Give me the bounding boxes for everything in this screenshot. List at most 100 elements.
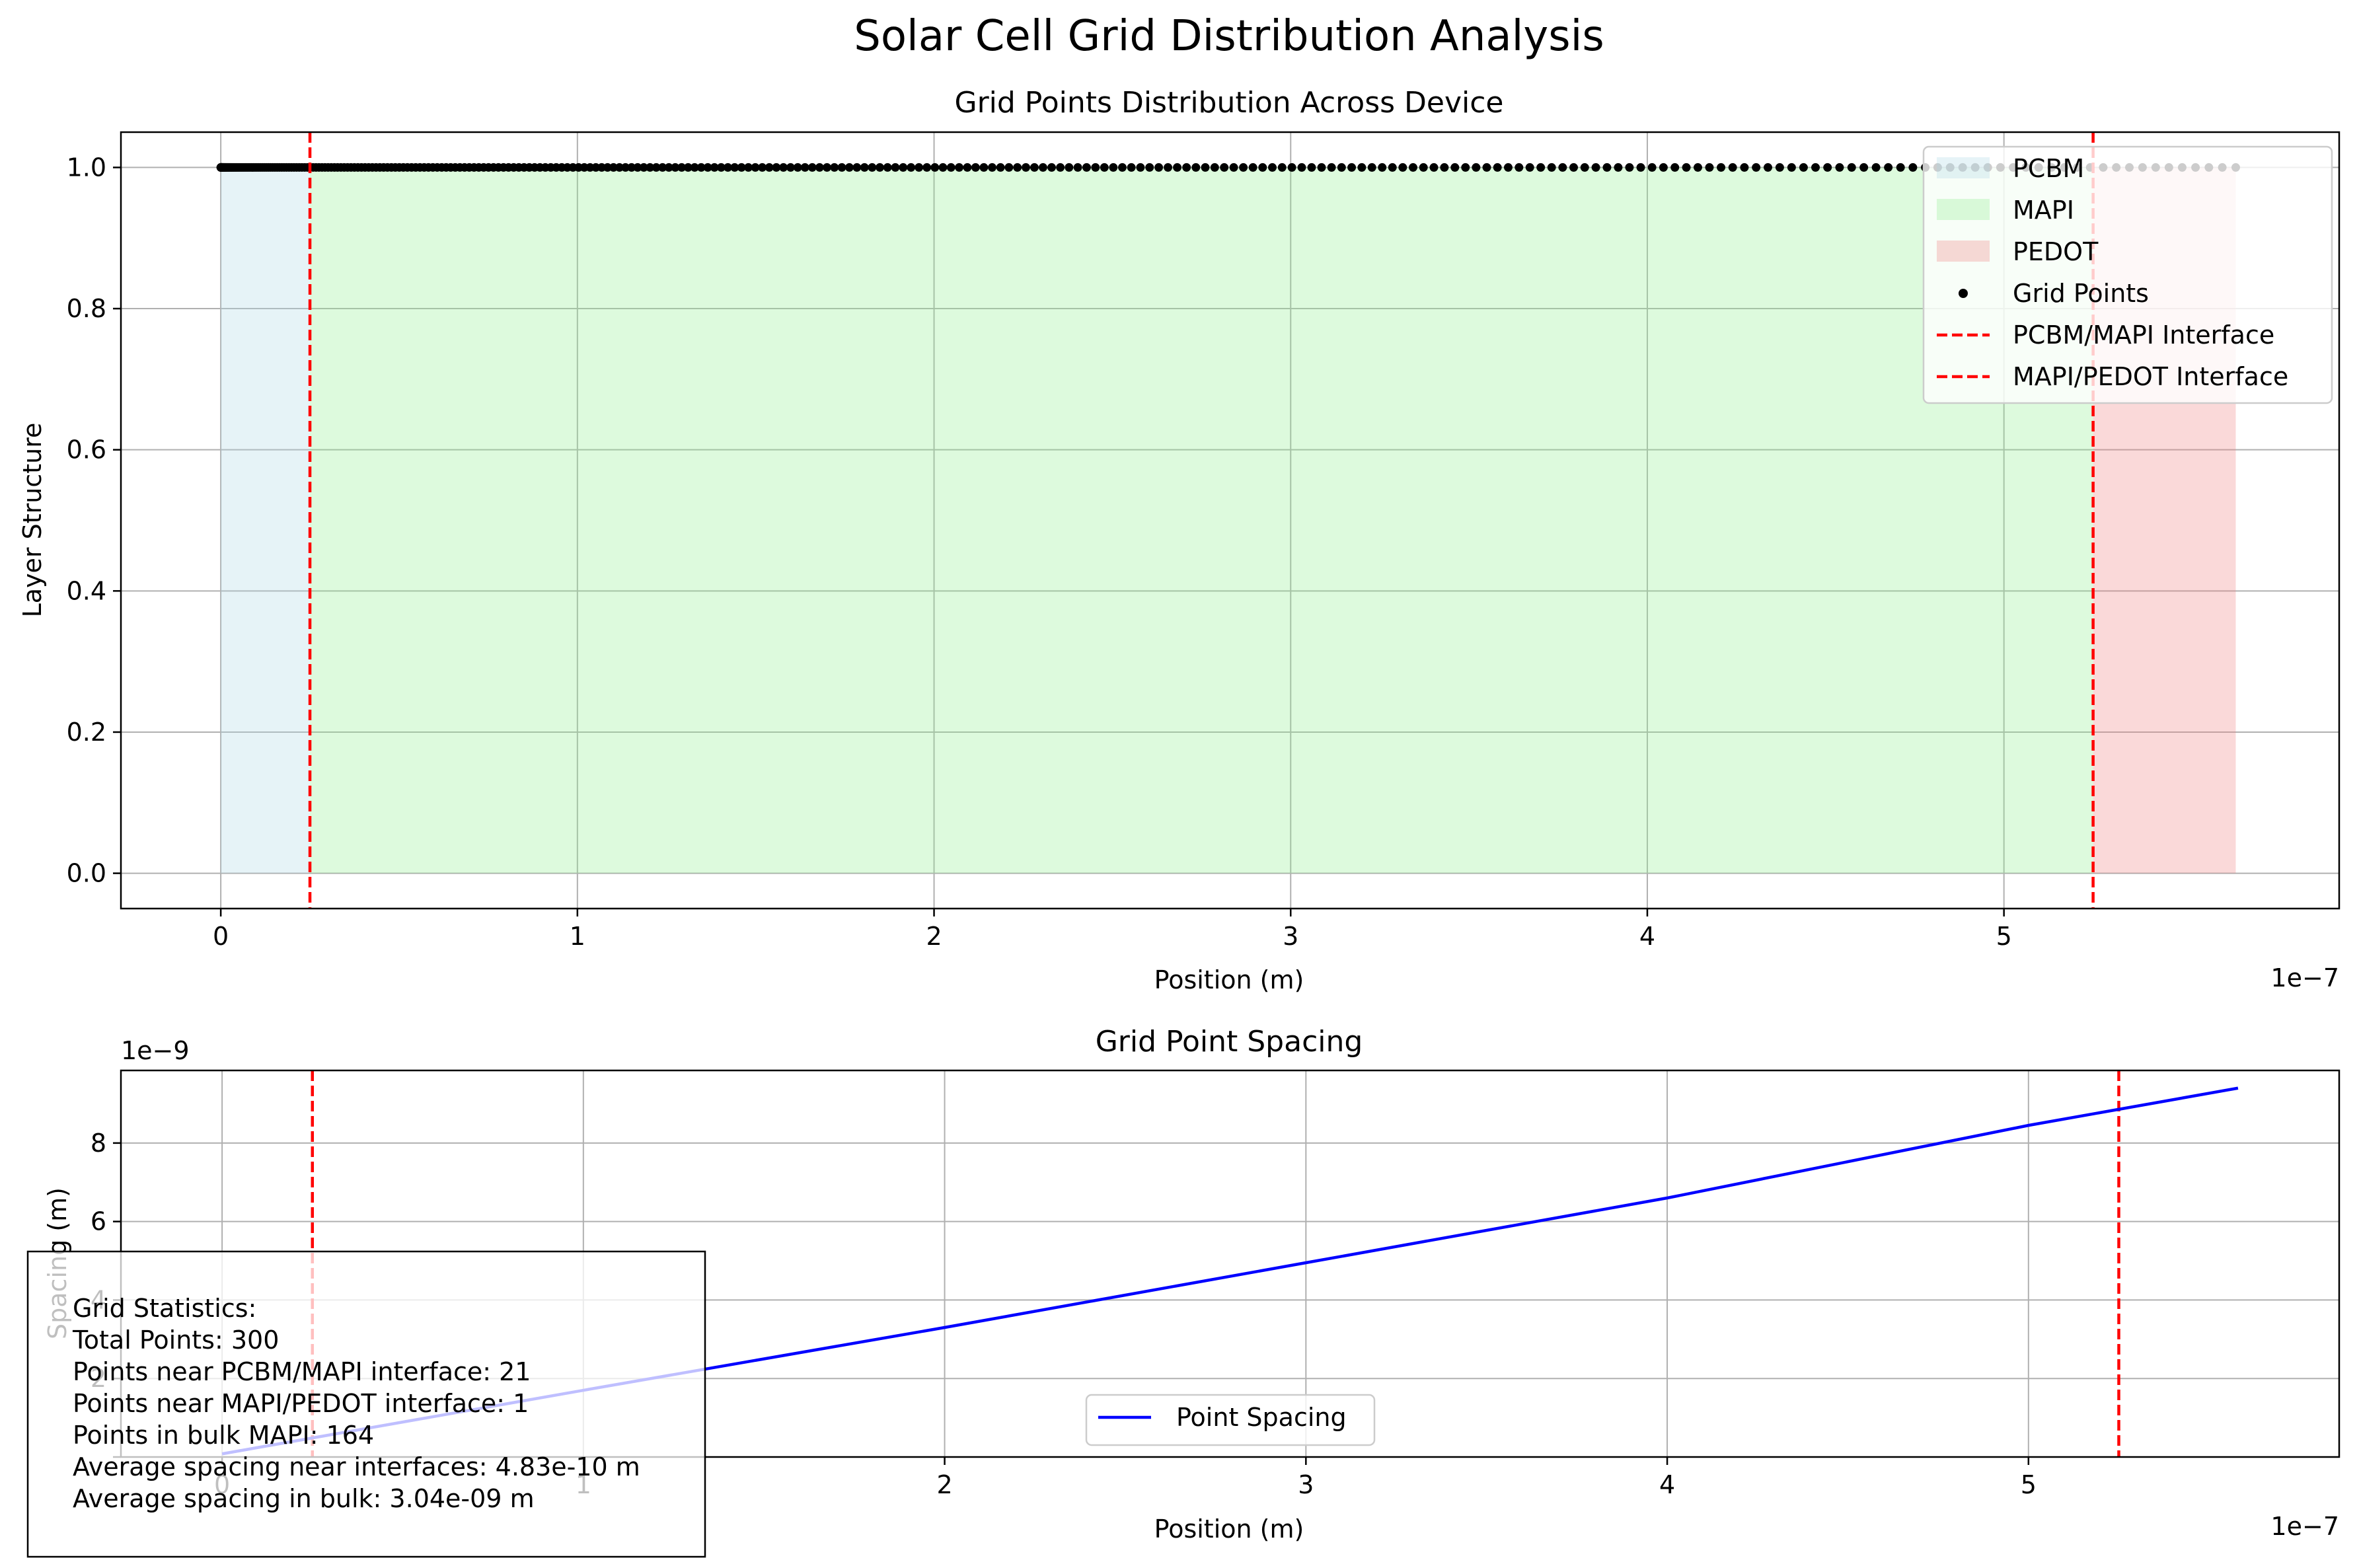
grid-point [1614,163,1623,172]
grid-point [1287,163,1296,172]
stats-line: Points in bulk MAPI: 164 [73,1421,374,1450]
legend-label-pcbm-mapi-interface: PCBM/MAPI Interface [2013,320,2274,350]
x-tick-label: 1 [570,922,585,951]
y-axis-ticks: 0.0 0.2 0.4 0.6 0.8 1.0 [67,153,121,888]
chart-title: Grid Points Distribution Across Device [954,86,1503,120]
grid-point [765,163,774,172]
y-tick-label: 0.6 [67,435,106,465]
grid-point [1525,163,1534,172]
region-pcbm [221,167,311,874]
grid-point [1173,163,1182,172]
grid-point [1580,163,1589,172]
grid-point [1408,163,1417,172]
grid-point [1847,163,1856,172]
legend-box [1922,145,2333,404]
grid-point [1047,163,1057,172]
grid-point [664,163,673,172]
grid-point [1547,163,1556,172]
legend: Point Spacing [1085,1394,1376,1446]
legend-label-pedot: PEDOT [2013,237,2099,266]
grid-point [1038,163,1047,172]
grid-point [868,163,877,172]
grid-point [1220,163,1229,172]
grid-point [1182,163,1191,172]
grid-point [1268,163,1277,172]
legend-swatch-pedot [1937,241,1990,262]
grid-point [883,163,892,172]
grid-point [1823,163,1832,172]
grid-point [955,163,964,172]
grid-point [1065,163,1074,172]
legend: PCBM MAPI PEDOT Grid Points PCBM/MAPI In… [1922,145,2333,404]
grid-point [1461,163,1470,172]
grid-point [716,163,726,172]
grid-point [938,163,948,172]
grid-point [1429,163,1439,172]
grid-point [758,163,767,172]
grid-point [1659,163,1668,172]
x-axis-label: Position (m) [1154,1514,1304,1544]
grid-point [899,163,908,172]
grid-point [1647,163,1657,172]
stats-box-frame [26,1250,706,1558]
legend-label-mapi-pedot-interface: MAPI/PEDOT Interface [2013,362,2288,391]
grid-point [1859,163,1869,172]
chart-title: Grid Point Spacing [1096,1025,1363,1059]
stats-line: Grid Statistics: [73,1294,256,1323]
grid-point [597,163,607,172]
grid-point [1239,163,1248,172]
grid-point [1357,163,1367,172]
x-axis-ticks: 0 1 2 3 4 5 [213,909,2012,951]
grid-point [627,163,636,172]
x-tick-label: 3 [1283,922,1298,951]
grid-point [1201,163,1210,172]
grid-point [996,163,1005,172]
grid-point [703,163,712,172]
grid-point [907,163,916,172]
x-tick-label: 5 [2021,1470,2037,1499]
y-tick-label: 0.8 [67,294,106,323]
grid-point [646,163,655,172]
grid-point [1378,163,1387,172]
grid-point [860,163,869,172]
grid-point [1811,163,1820,172]
grid-point [852,163,862,172]
figure-title: Solar Cell Grid Distribution Analysis [854,12,1604,61]
grid-point [922,163,932,172]
grid-point [1450,163,1460,172]
grid-point [1419,163,1428,172]
grid-point [615,163,624,172]
legend-label-pcbm: PCBM [2013,154,2084,183]
stats-line: Total Points: 300 [72,1325,279,1355]
grid-point [815,163,824,172]
grid-point [946,163,955,172]
grid-point [1388,163,1397,172]
grid-point [710,163,719,172]
grid-point [1136,163,1145,172]
y-offset-text: 1e−9 [121,1036,190,1065]
x-tick-label: 2 [926,922,942,951]
grid-point [1787,163,1796,172]
grid-point [779,163,788,172]
grid-point [1670,163,1680,172]
grid-point [1558,163,1567,172]
grid-point [1297,163,1306,172]
grid-point [1248,163,1257,172]
grid-point [1871,163,1881,172]
legend-marker-grid-points [1959,289,1968,298]
grid-point [772,163,781,172]
grid-point [1775,163,1784,172]
grid-point [751,163,760,172]
grid-point [1896,163,1905,172]
grid-point [1307,163,1316,172]
grid-point [1705,163,1714,172]
x-tick-label: 4 [1639,922,1655,951]
grid-point [807,163,817,172]
grid-point [1515,163,1524,172]
grid-point [987,163,996,172]
grid-points-series [216,163,2240,172]
grid-point [1763,163,1772,172]
grid-point [1109,163,1118,172]
